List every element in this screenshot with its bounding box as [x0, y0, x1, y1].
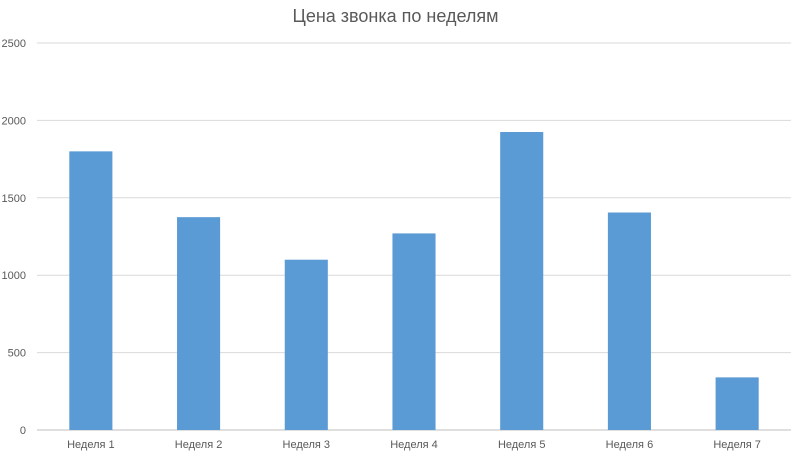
bar [177, 217, 221, 430]
bar [607, 212, 651, 430]
x-tick-label: Неделя 7 [713, 439, 761, 451]
y-tick-label: 500 [8, 348, 26, 360]
y-tick-label: 1000 [2, 270, 26, 282]
bar [500, 132, 544, 430]
bar [69, 151, 113, 431]
chart-title: Цена звонка по неделям [292, 6, 499, 26]
bar [284, 259, 328, 430]
y-tick-label: 2500 [2, 38, 26, 50]
bar [392, 233, 436, 430]
bar [715, 377, 759, 430]
x-tick-label: Неделя 5 [498, 439, 546, 451]
x-tick-label: Неделя 4 [390, 439, 438, 451]
y-tick-label: 2000 [2, 115, 26, 127]
x-tick-label: Неделя 6 [606, 439, 654, 451]
x-tick-label: Неделя 2 [175, 439, 223, 451]
y-tick-label: 0 [20, 425, 26, 437]
x-tick-label: Неделя 3 [283, 439, 331, 451]
y-tick-label: 1500 [2, 193, 26, 205]
x-tick-label: Неделя 1 [67, 439, 115, 451]
